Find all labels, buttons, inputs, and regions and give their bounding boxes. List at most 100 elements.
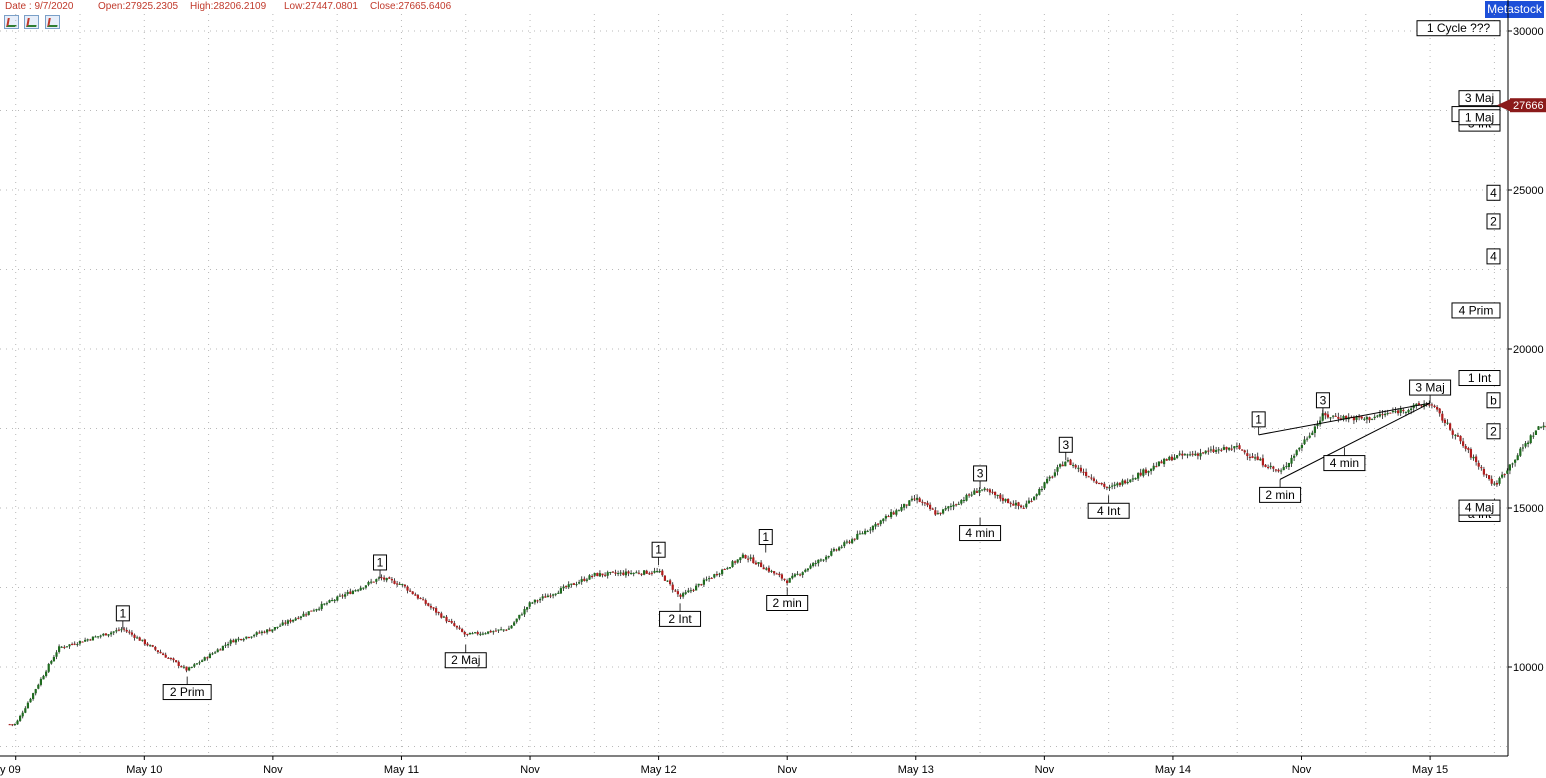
candle-body <box>206 657 209 659</box>
annotation-label: 4 Prim <box>1459 303 1494 317</box>
candle-body <box>773 571 776 574</box>
candle-body <box>13 724 17 726</box>
candle-body <box>154 646 157 650</box>
candle-body <box>1459 435 1462 442</box>
candle-body <box>310 610 313 612</box>
candle-body <box>1529 435 1532 444</box>
candle-body <box>312 610 316 612</box>
candle-body <box>1160 461 1163 464</box>
candle-body <box>354 590 357 592</box>
candle-body <box>1482 468 1486 475</box>
candle-body <box>1272 466 1275 469</box>
candle-body <box>663 575 667 581</box>
annotation-label: 3 <box>977 466 984 480</box>
candle-body <box>684 592 687 594</box>
candle-body <box>910 498 914 501</box>
candle-body <box>138 637 141 641</box>
candle-body <box>819 559 823 561</box>
candle-body <box>1046 478 1049 484</box>
candle-body <box>593 573 596 576</box>
candle-body <box>393 580 396 584</box>
candle-body <box>604 574 607 576</box>
candle-body <box>526 607 529 610</box>
candle-body <box>390 579 394 581</box>
chart-tool-icon-2[interactable] <box>24 15 40 29</box>
candle-body <box>949 505 953 507</box>
x-tick-label: Nov <box>520 764 540 776</box>
candle-body <box>1103 483 1106 487</box>
candle-body <box>411 591 414 595</box>
candle-body <box>1298 447 1301 450</box>
candle-body <box>1339 418 1343 420</box>
candle-body <box>1090 477 1093 479</box>
candle-body <box>1404 411 1408 413</box>
candle-body <box>762 567 765 570</box>
chart-tool-icon-1[interactable] <box>4 15 19 29</box>
candle-body <box>1399 409 1402 413</box>
candle-body <box>414 594 417 596</box>
candle-body <box>1480 467 1483 469</box>
candle-body <box>136 637 139 639</box>
candle-body <box>359 587 362 591</box>
candle-body <box>487 631 490 634</box>
info-open: Open:27925.2305 <box>98 1 179 12</box>
annotation-label: 1 <box>762 530 769 544</box>
candle-body <box>926 502 929 506</box>
candle-body <box>744 555 747 559</box>
candle-body <box>357 589 360 591</box>
candle-body <box>466 633 469 635</box>
candle-body <box>970 494 973 496</box>
candle-body <box>533 599 537 603</box>
candle-body <box>422 599 425 601</box>
candle-body <box>1488 475 1491 480</box>
candle-body <box>567 584 570 588</box>
candle-body <box>572 583 576 585</box>
candle-body <box>375 579 378 582</box>
candle-body <box>1381 414 1384 416</box>
candle-body <box>1238 445 1241 449</box>
candle-body <box>1220 449 1223 451</box>
candle-body <box>692 589 695 591</box>
annotation-label: 4 min <box>1330 456 1359 470</box>
candle-body <box>1038 489 1041 495</box>
candle-body <box>440 613 443 618</box>
candle-body <box>528 602 531 607</box>
candle-body <box>669 580 672 585</box>
candle-body <box>1150 468 1153 472</box>
candle-body <box>622 572 625 575</box>
candle-body <box>843 542 846 547</box>
candle-body <box>718 573 721 575</box>
candle-body <box>1163 458 1166 465</box>
candle-body <box>887 516 890 518</box>
candle-body <box>1225 446 1228 450</box>
candle-body <box>107 634 110 636</box>
candle-body <box>1233 446 1236 449</box>
candle-body <box>939 512 942 514</box>
candle-body <box>666 580 669 582</box>
candle-body <box>448 621 451 623</box>
candle-body <box>1402 409 1405 412</box>
candle-body <box>1254 457 1257 459</box>
candle-body <box>892 512 895 515</box>
candle-body <box>234 639 238 643</box>
candle-body <box>619 572 622 574</box>
candle-body <box>583 578 586 581</box>
chart-tool-icon-3[interactable] <box>44 15 60 29</box>
candle-body <box>315 609 318 611</box>
candle-body <box>1436 407 1439 410</box>
candle-body <box>1441 413 1444 421</box>
candle-body <box>409 590 412 592</box>
candle-body <box>728 567 732 569</box>
candle-body <box>1316 424 1319 426</box>
candle-body <box>1074 465 1077 468</box>
candle-body <box>598 573 602 577</box>
candle-body <box>1449 423 1452 430</box>
candle-body <box>1469 449 1473 458</box>
candle-body <box>383 577 386 580</box>
candle-body <box>1051 476 1054 478</box>
candle-body <box>624 571 628 576</box>
candle-body <box>141 639 144 641</box>
annotation-box <box>1486 392 1501 409</box>
candle-body <box>1472 456 1475 459</box>
